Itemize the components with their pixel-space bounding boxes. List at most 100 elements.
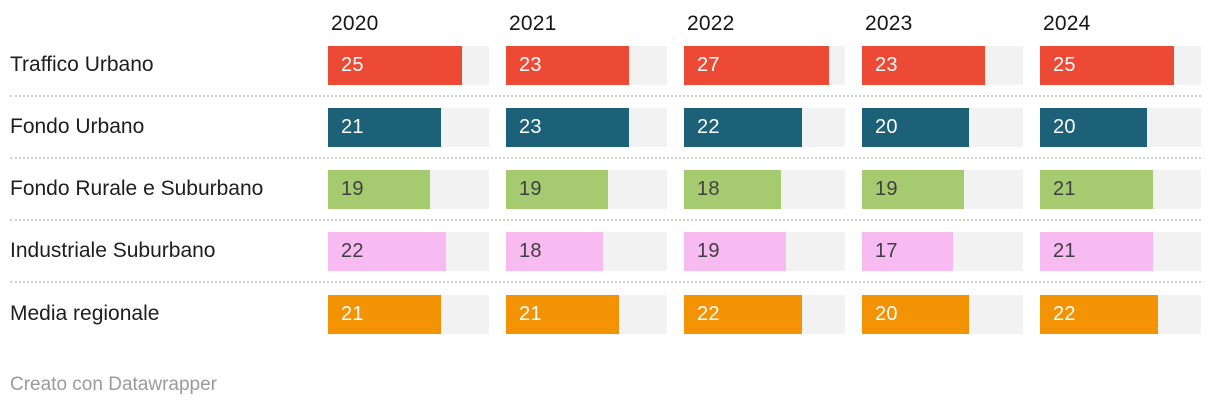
bar: 23 bbox=[506, 45, 630, 85]
bar: 21 bbox=[1040, 231, 1153, 271]
bar-value-label: 23 bbox=[519, 53, 542, 76]
bar-cell-2021: 23 bbox=[506, 97, 667, 157]
row-label: Traffico Urbano bbox=[10, 53, 154, 76]
bar-track: 20 bbox=[862, 294, 1023, 334]
bar-value-label: 20 bbox=[1053, 115, 1076, 138]
bar: 22 bbox=[1040, 294, 1159, 334]
bar-cell-2022: 22 bbox=[684, 97, 845, 157]
table-row: Media regionale 21 21 22 20 22 bbox=[10, 283, 1201, 345]
bar-track: 27 bbox=[684, 45, 845, 85]
bar: 17 bbox=[862, 231, 954, 271]
bar: 19 bbox=[506, 169, 608, 209]
bar: 20 bbox=[1040, 107, 1148, 147]
bar: 23 bbox=[506, 107, 630, 147]
bar: 21 bbox=[506, 294, 619, 334]
bar-track: 19 bbox=[506, 169, 667, 209]
bar-cell-2021: 19 bbox=[506, 159, 667, 219]
bar: 19 bbox=[862, 169, 964, 209]
bar-track: 19 bbox=[684, 231, 845, 271]
bar-value-label: 21 bbox=[1053, 177, 1076, 200]
bar: 21 bbox=[328, 107, 441, 147]
bar-value-label: 25 bbox=[341, 53, 364, 76]
bar-track: 25 bbox=[328, 45, 489, 85]
bar-cell-2022: 22 bbox=[684, 283, 845, 345]
bar: 18 bbox=[684, 169, 781, 209]
bar: 20 bbox=[862, 294, 970, 334]
bar-cell-2024: 25 bbox=[1040, 35, 1201, 95]
bar-track: 21 bbox=[1040, 231, 1201, 271]
bar-cell-2020: 21 bbox=[328, 97, 489, 157]
bar: 18 bbox=[506, 231, 603, 271]
row-label: Industriale Suburbano bbox=[10, 239, 216, 262]
bar: 22 bbox=[328, 231, 447, 271]
bar-value-label: 18 bbox=[519, 239, 542, 262]
bar-cell-2022: 19 bbox=[684, 221, 845, 281]
table-row: Fondo Urbano 21 23 22 20 20 bbox=[10, 97, 1201, 159]
bar-cell-2023: 17 bbox=[862, 221, 1023, 281]
bar: 23 bbox=[862, 45, 986, 85]
bar: 19 bbox=[328, 169, 430, 209]
row-label: Media regionale bbox=[10, 302, 160, 325]
bar-value-label: 21 bbox=[519, 302, 542, 325]
bar-track: 20 bbox=[862, 107, 1023, 147]
bar-value-label: 21 bbox=[341, 115, 364, 138]
chart-area: 2020 2021 2022 2023 2024 Traffico Urbano 25 23 2… bbox=[10, 0, 1201, 345]
bar-cell-2023: 23 bbox=[862, 35, 1023, 95]
bar-track: 18 bbox=[684, 169, 845, 209]
bar-track: 21 bbox=[506, 294, 667, 334]
bar-cell-2020: 22 bbox=[328, 221, 489, 281]
table-row: Traffico Urbano 25 23 27 23 25 bbox=[10, 35, 1201, 97]
bar-cell-2021: 21 bbox=[506, 283, 667, 345]
bar: 21 bbox=[328, 294, 441, 334]
bar: 19 bbox=[684, 231, 786, 271]
bar-track: 21 bbox=[328, 294, 489, 334]
bar-value-label: 23 bbox=[875, 53, 898, 76]
table-row: Fondo Rurale e Suburbano 19 19 18 19 21 bbox=[10, 159, 1201, 221]
bar-value-label: 22 bbox=[697, 302, 720, 325]
column-header-2022: 2022 bbox=[687, 12, 735, 35]
column-header-2020: 2020 bbox=[331, 12, 379, 35]
bar-cell-2024: 21 bbox=[1040, 159, 1201, 219]
bar-track: 17 bbox=[862, 231, 1023, 271]
bar-cell-2021: 18 bbox=[506, 221, 667, 281]
bar-track: 23 bbox=[862, 45, 1023, 85]
bar-track: 21 bbox=[1040, 169, 1201, 209]
bar-cell-2020: 19 bbox=[328, 159, 489, 219]
bar-cell-2023: 20 bbox=[862, 97, 1023, 157]
column-header-2023: 2023 bbox=[865, 12, 913, 35]
bar: 25 bbox=[1040, 45, 1175, 85]
bar-track: 19 bbox=[328, 169, 489, 209]
bar-track: 18 bbox=[506, 231, 667, 271]
bar-track: 19 bbox=[862, 169, 1023, 209]
bar-track: 22 bbox=[684, 294, 845, 334]
bar-value-label: 19 bbox=[519, 177, 542, 200]
bar-track: 22 bbox=[1040, 294, 1201, 334]
bar-cell-2020: 25 bbox=[328, 35, 489, 95]
bar-cell-2022: 27 bbox=[684, 35, 845, 95]
bar-cell-2023: 20 bbox=[862, 283, 1023, 345]
bar-value-label: 22 bbox=[697, 115, 720, 138]
bar-value-label: 19 bbox=[697, 239, 720, 262]
row-label: Fondo Rurale e Suburbano bbox=[10, 177, 264, 200]
datawrapper-attribution[interactable]: Creato con Datawrapper bbox=[10, 374, 217, 395]
bar-value-label: 18 bbox=[697, 177, 720, 200]
column-header-2021: 2021 bbox=[509, 12, 557, 35]
row-label: Fondo Urbano bbox=[10, 115, 145, 138]
bar-track: 23 bbox=[506, 107, 667, 147]
bar-value-label: 17 bbox=[875, 239, 898, 262]
bar-value-label: 19 bbox=[875, 177, 898, 200]
bar: 21 bbox=[1040, 169, 1153, 209]
bar-track: 23 bbox=[506, 45, 667, 85]
bar-track: 21 bbox=[328, 107, 489, 147]
bar-value-label: 27 bbox=[697, 53, 720, 76]
bar-cell-2024: 21 bbox=[1040, 221, 1201, 281]
bar-cell-2021: 23 bbox=[506, 35, 667, 95]
bar-value-label: 22 bbox=[1053, 302, 1076, 325]
bar-value-label: 25 bbox=[1053, 53, 1076, 76]
column-header-2024: 2024 bbox=[1043, 12, 1091, 35]
bar-track: 25 bbox=[1040, 45, 1201, 85]
bar-value-label: 19 bbox=[341, 177, 364, 200]
bar: 20 bbox=[862, 107, 970, 147]
bar-value-label: 20 bbox=[875, 302, 898, 325]
